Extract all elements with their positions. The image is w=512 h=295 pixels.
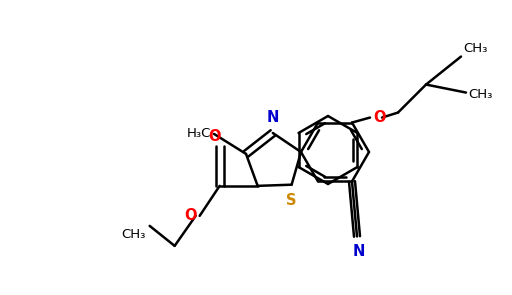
Text: CH₃: CH₃ bbox=[468, 88, 493, 101]
Text: O: O bbox=[208, 129, 221, 144]
Text: CH₃: CH₃ bbox=[121, 228, 145, 241]
Text: N: N bbox=[267, 110, 279, 125]
Text: S: S bbox=[286, 193, 297, 208]
Text: CH₃: CH₃ bbox=[463, 42, 487, 55]
Text: H₃C: H₃C bbox=[187, 127, 211, 140]
Text: O: O bbox=[184, 208, 197, 223]
Text: O: O bbox=[373, 110, 386, 125]
Text: N: N bbox=[353, 245, 365, 259]
